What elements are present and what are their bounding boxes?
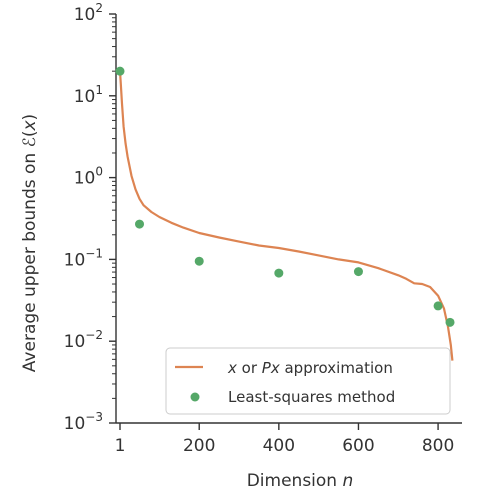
approximation-series [118, 71, 454, 361]
least-squares-point [194, 256, 204, 266]
x-tick-label: 800 [422, 436, 454, 456]
least-squares-point [115, 66, 125, 76]
legend: x or Px approximation Least-squares meth… [165, 347, 451, 415]
least-squares-point [135, 219, 145, 229]
least-squares-series [115, 66, 455, 327]
axes: 10−3 10−2 10−1 100 101 102 1 200 400 600 800 [64, 1, 462, 456]
x-tick-label: 1 [115, 436, 126, 456]
x-tick-label: 400 [263, 436, 295, 456]
y-tick-label: 101 [74, 83, 103, 107]
least-squares-point [274, 268, 284, 278]
y-tick-label: 10−3 [64, 410, 103, 434]
y-tick-label: 10−1 [64, 246, 103, 270]
x-tick-label: 600 [342, 436, 374, 456]
legend-point-swatch [190, 392, 200, 402]
y-tick-label: 10−2 [64, 328, 103, 352]
legend-label-approximation: x or Px approximation [227, 359, 393, 377]
x-axis-label: Dimension n [247, 471, 354, 491]
least-squares-point [353, 267, 363, 277]
y-tick-label: 100 [74, 165, 103, 189]
legend-box [165, 347, 451, 415]
approximation-line [118, 71, 454, 361]
y-tick-label: 102 [74, 1, 103, 25]
x-tick-label: 200 [183, 436, 215, 456]
least-squares-point [433, 301, 443, 311]
least-squares-point [445, 317, 455, 327]
y-axis-label: Average upper bounds on ℰ(x) [20, 114, 40, 372]
legend-label-least-squares: Least-squares method [228, 388, 395, 406]
